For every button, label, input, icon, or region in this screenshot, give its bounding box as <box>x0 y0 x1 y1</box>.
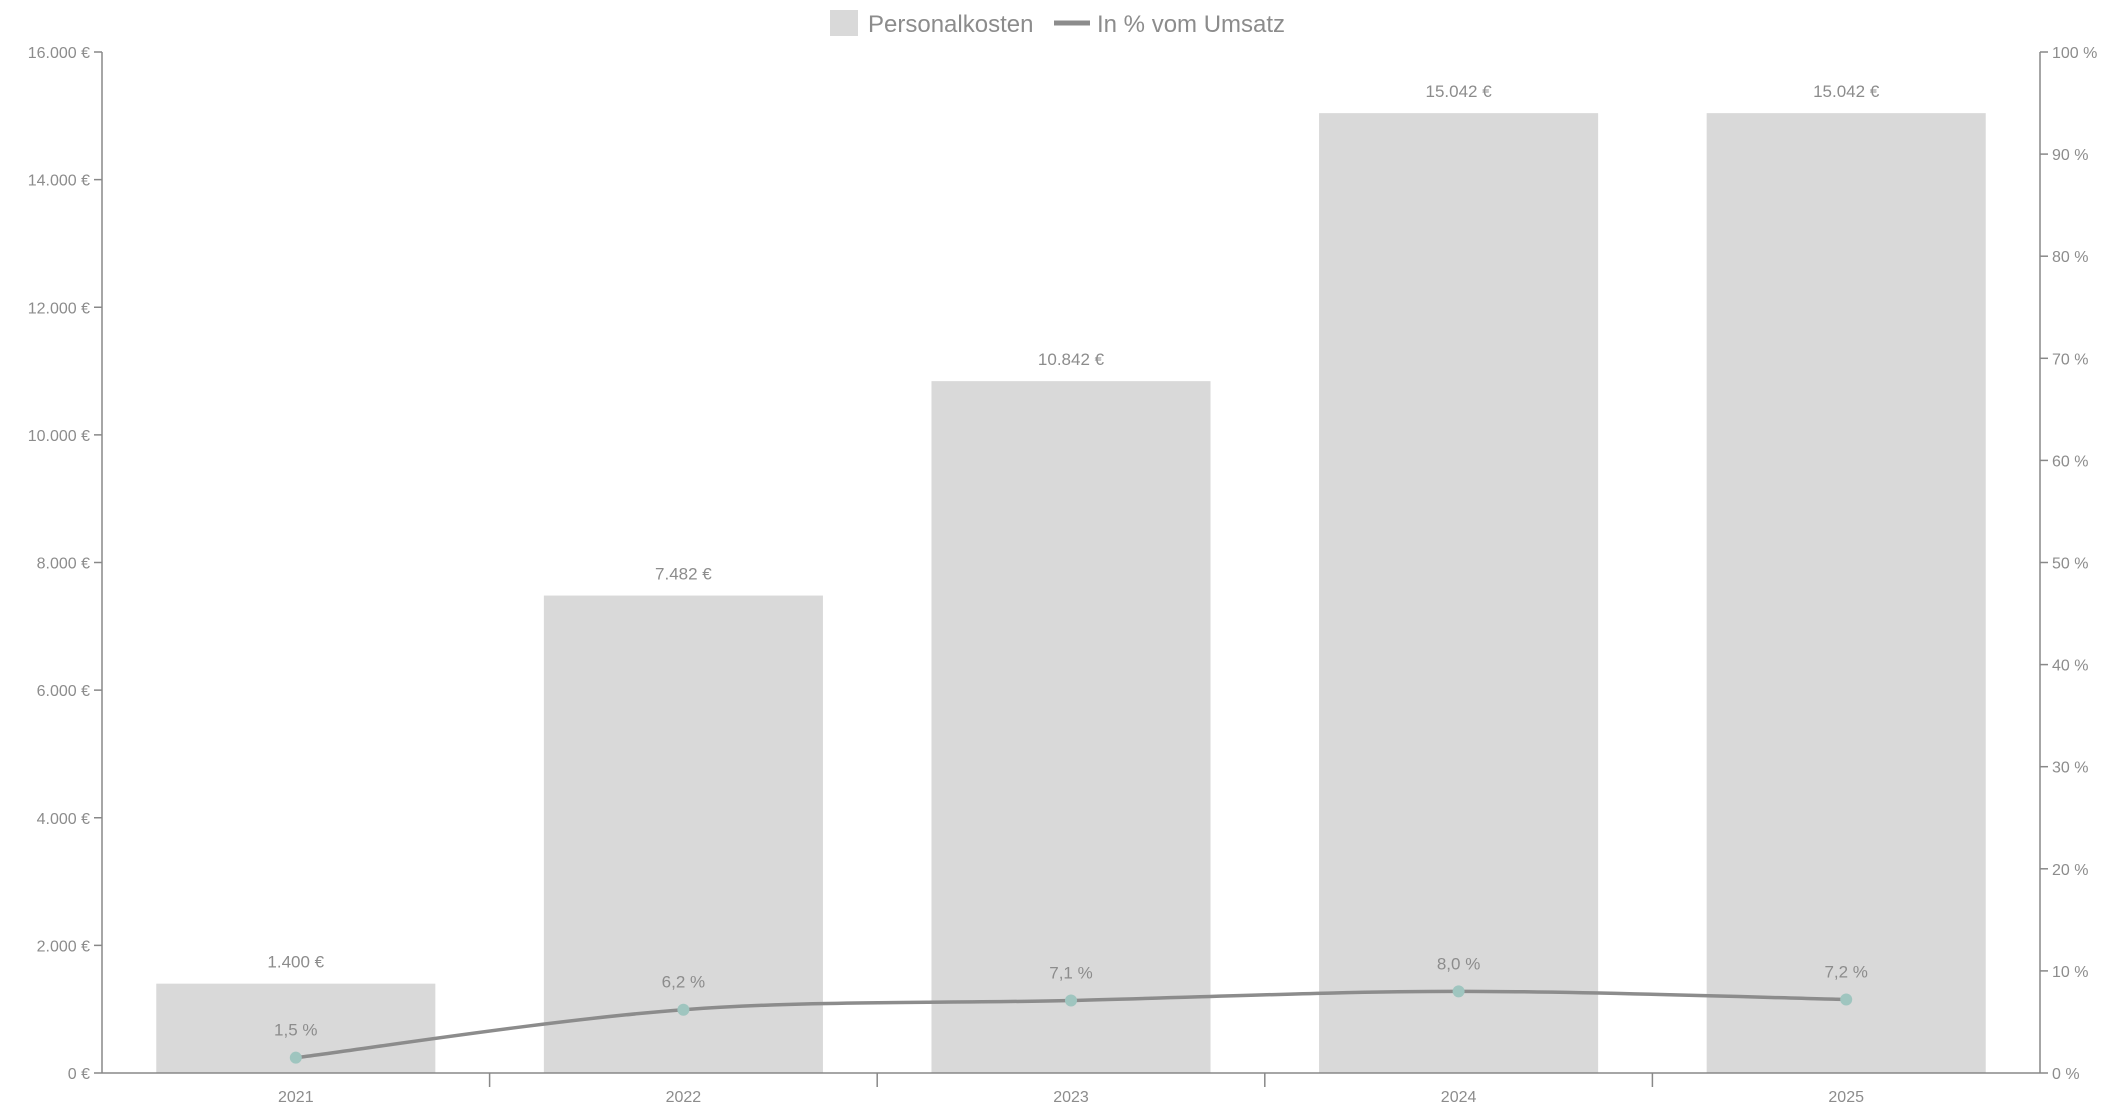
x-tick-label-2024: 2024 <box>1441 1089 1477 1106</box>
bar-series-personalkosten <box>156 113 1986 1073</box>
y-right-tick-label: 80 % <box>2052 249 2088 266</box>
legend-label-umsatz: In % vom Umsatz <box>1097 11 1285 38</box>
y-left-tick-label: 4.000 € <box>37 811 90 828</box>
line-series-umsatz <box>289 985 1853 1064</box>
x-tick-label-2022: 2022 <box>666 1089 702 1106</box>
bar-2023 <box>931 381 1211 1073</box>
line-value-label-2025: 7,2 % <box>1824 962 1867 981</box>
y-left-tick-label: 8.000 € <box>37 556 90 573</box>
y-right-tick-label: 60 % <box>2052 453 2088 470</box>
line-value-label-2024: 8,0 % <box>1437 954 1480 973</box>
y-right-tick-label: 30 % <box>2052 760 2088 777</box>
y-left-tick-label: 12.000 € <box>28 300 90 317</box>
x-tick-label-2025: 2025 <box>1828 1089 1864 1106</box>
y-right-tick-label: 100 % <box>2052 45 2097 62</box>
x-tick-label-2023: 2023 <box>1053 1089 1089 1106</box>
bar-value-label-2025: 15.042 € <box>1813 82 1880 101</box>
legend-swatch-personalkosten <box>830 10 858 36</box>
legend: Personalkosten In % vom Umsatz <box>830 10 1285 38</box>
y-left-tick-label: 0 € <box>68 1066 90 1083</box>
bar-value-label-2024: 15.042 € <box>1426 82 1493 101</box>
x-tick-label-2021: 2021 <box>278 1089 314 1106</box>
bar-value-label-2021: 1.400 € <box>267 953 324 972</box>
y-right-tick-label: 20 % <box>2052 862 2088 879</box>
line-point-2022 <box>677 1003 690 1016</box>
y-left-tick-label: 6.000 € <box>37 683 90 700</box>
line-point-2025 <box>1840 993 1853 1006</box>
y-right-tick-label: 10 % <box>2052 964 2088 981</box>
bar-2025 <box>1706 113 1986 1073</box>
line-value-label-2023: 7,1 % <box>1049 964 1092 983</box>
bar-value-label-2022: 7.482 € <box>655 565 712 584</box>
bar-2022 <box>543 595 823 1073</box>
y-left-tick-label: 10.000 € <box>28 428 90 445</box>
y-left-tick-label: 2.000 € <box>37 938 90 955</box>
y-left-tick-label: 14.000 € <box>28 173 90 190</box>
data-labels: 1.400 € 7.482 € 10.842 € 15.042 € 15.042 € 1,… <box>267 82 1879 1040</box>
axes: 0 € 2.000 € 4.000 € 6.000 € 8.000 € 10.000 € 1… <box>28 45 2098 1106</box>
legend-label-personalkosten: Personalkosten <box>868 11 1033 38</box>
y-right-tick-label: 70 % <box>2052 351 2088 368</box>
bar-value-label-2023: 10.842 € <box>1038 350 1105 369</box>
line-point-2023 <box>1065 994 1077 1007</box>
line-point-2024 <box>1452 985 1465 998</box>
line-value-label-2021: 1,5 % <box>274 1021 317 1040</box>
line-point-2021 <box>289 1051 302 1064</box>
y-right-tick-label: 40 % <box>2052 658 2088 675</box>
y-right-tick-label: 90 % <box>2052 147 2088 164</box>
line-value-label-2022: 6,2 % <box>662 973 705 992</box>
y-left-tick-label: 16.000 € <box>28 45 90 62</box>
bar-2024 <box>1319 113 1599 1073</box>
y-right-tick-label: 0 % <box>2052 1066 2080 1083</box>
y-right-tick-label: 50 % <box>2052 556 2088 573</box>
